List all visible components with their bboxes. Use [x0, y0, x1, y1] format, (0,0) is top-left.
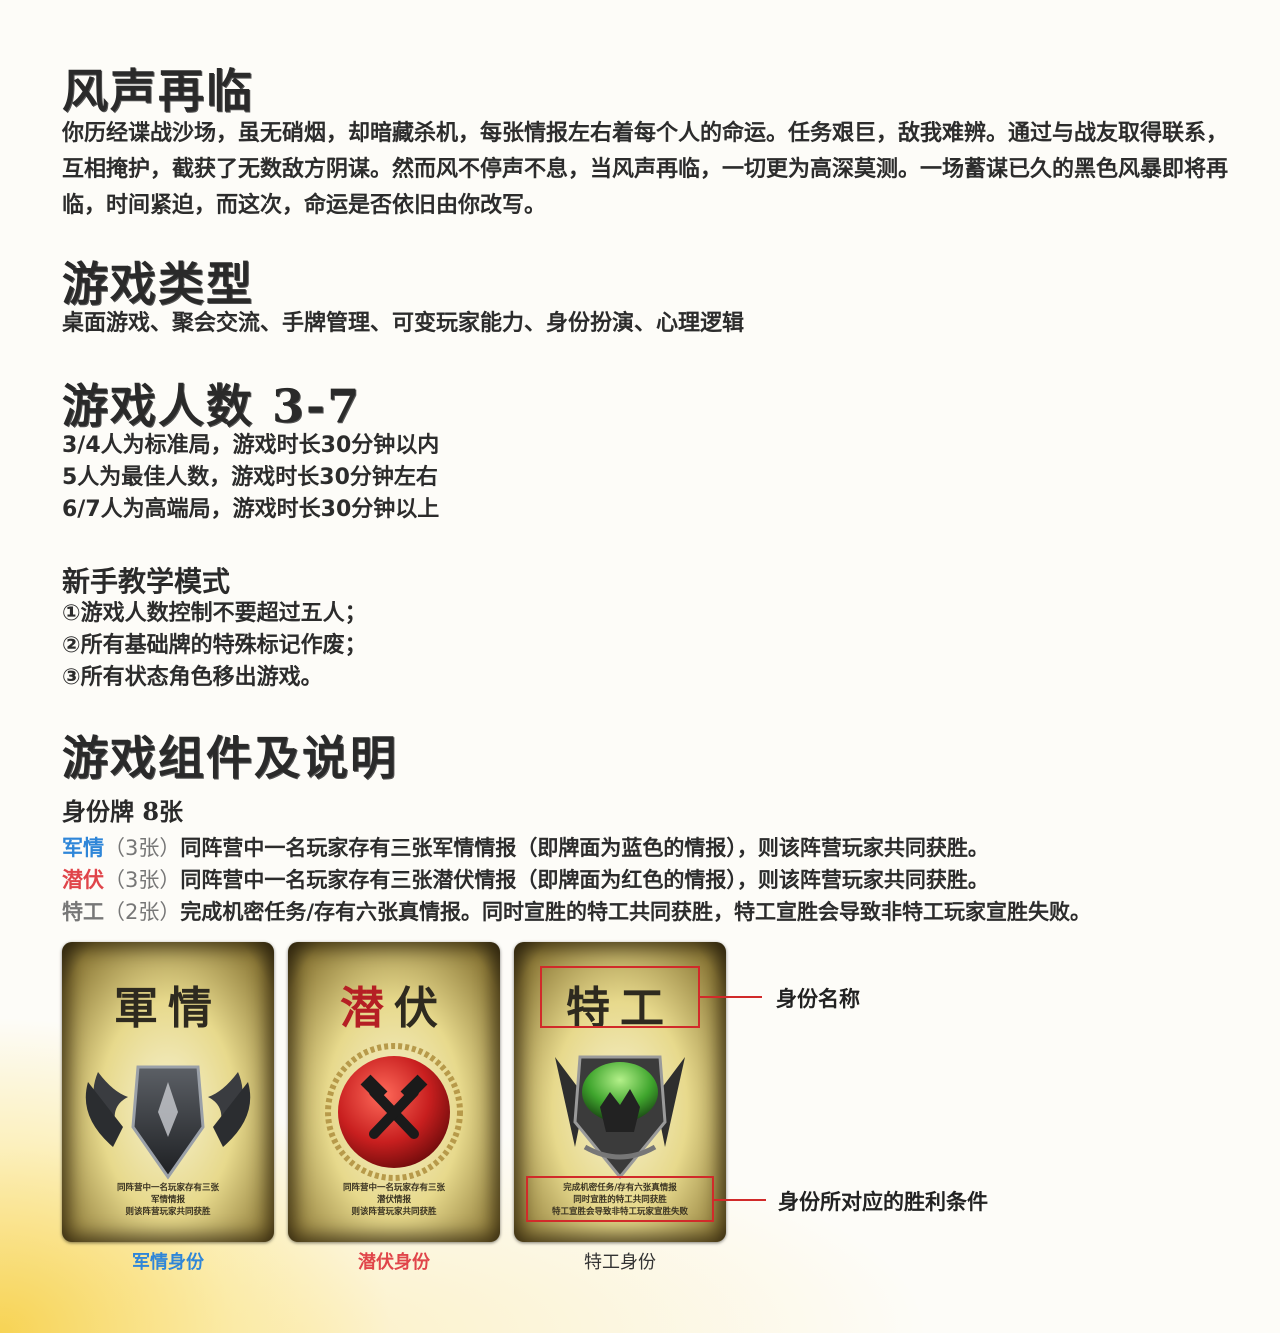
identity-card-agent: 特工 完成机密任务/存有六张真情报 同时宣胜的特工共同获胜 特工宣胜会导致非特工…: [514, 942, 726, 1242]
card-text-line: 同阵营中一名玩家存有三张: [342, 1183, 445, 1193]
card-victory-text: 同阵营中一名玩家存有三张 军情情报 则该阵营玩家共同获胜: [76, 1182, 260, 1218]
card-text-line: 同时宣胜的特工共同获胜: [573, 1195, 667, 1205]
winged-shield-emblem: [85, 1065, 251, 1180]
card-text-line: 则该阵营玩家共同获胜: [125, 1207, 211, 1217]
role-count: （2张）: [104, 900, 181, 924]
role-description: 特工（2张）完成机密任务/存有六张真情报。同时宣胜的特工共同获胜，特工宣胜会导致…: [62, 896, 1091, 928]
card-victory-text: 同阵营中一名玩家存有三张 潜伏情报 则该阵营玩家共同获胜: [302, 1182, 486, 1218]
name-annotation-label: 身份名称: [776, 987, 860, 1011]
identity-card-military: 軍情 同阵营中一名玩家存有三张 军情情报 则该阵营玩家共同获胜: [62, 942, 274, 1242]
card-title: 潜伏: [288, 972, 500, 1036]
role-desc: 同阵营中一名玩家存有三张潜伏情报（即牌面为红色的情报），则该阵营玩家共同获胜。: [180, 868, 989, 892]
role-count: （3张）: [104, 868, 181, 892]
tutorial-rule: ②所有基础牌的特殊标记作废；: [62, 633, 367, 658]
name-highlight-box: [540, 966, 700, 1028]
card-victory-text: 完成机密任务/存有六张真情报 同时宣胜的特工共同获胜 特工宣胜会导致非特工玩家宣…: [528, 1182, 712, 1218]
role-name: 军情: [62, 836, 104, 860]
name-annotation-line: [700, 996, 762, 998]
card-caption-agent: 特工身份: [584, 1252, 656, 1273]
role-description: 潜伏（3张）同阵营中一名玩家存有三张潜伏情报（即牌面为红色的情报），则该阵营玩家…: [62, 864, 989, 896]
card-title-text: 潜伏: [340, 983, 448, 1034]
card-title: 軍情: [114, 983, 222, 1034]
role-count: （3张）: [104, 836, 181, 860]
player-count-line: 5人为最佳人数，游戏时长30分钟左右: [62, 465, 438, 490]
condition-highlight-box: [526, 1176, 714, 1222]
card-text-line: 完成机密任务/存有六张真情报: [563, 1183, 677, 1193]
role-name: 特工: [62, 900, 104, 924]
card-text-line: 则该阵营玩家共同获胜: [351, 1207, 437, 1217]
card-text-line: 潜伏情报: [376, 1195, 411, 1205]
section-title-intro: 风声再临: [62, 64, 254, 118]
condition-annotation-label: 身份所对应的胜利条件: [778, 1190, 988, 1214]
player-count-line: 3/4人为标准局，游戏时长30分钟以内: [62, 433, 440, 458]
card-caption-undercover: 潜伏身份: [358, 1252, 430, 1273]
intro-paragraph: 你历经谍战沙场，虽无硝烟，却暗藏杀机，每张情报左右着每个人的命运。任务艰巨，敌我…: [62, 121, 1229, 218]
components-subtitle: 身份牌 8张: [62, 797, 184, 826]
section-title-game-type: 游戏类型: [62, 257, 254, 311]
tutorial-rule: ③所有状态角色移出游戏。: [62, 665, 323, 690]
green-shield-emblem: [555, 1055, 685, 1180]
player-count-line: 6/7人为高端局，游戏时长30分钟以上: [62, 497, 440, 522]
role-description: 军情（3张）同阵营中一名玩家存有三张军情情报（即牌面为蓝色的情报），则该阵营玩家…: [62, 832, 989, 864]
card-title: 特工: [566, 983, 674, 1034]
section-title-components: 游戏组件及说明: [62, 731, 398, 785]
card-text-line: 军情情报: [150, 1195, 185, 1205]
identity-card-undercover: 潜伏 同阵营中一名玩家存有三张 潜伏情报 则该阵营玩家共同获胜: [288, 942, 500, 1242]
role-desc: 同阵营中一名玩家存有三张军情情报（即牌面为蓝色的情报），则该阵营玩家共同获胜。: [180, 836, 989, 860]
hammer-medal-emblem: [325, 1043, 463, 1181]
card-caption-military: 军情身份: [132, 1252, 204, 1273]
role-desc: 完成机密任务/存有六张真情报。同时宣胜的特工共同获胜，特工宣胜会导致非特工玩家宣…: [180, 900, 1092, 924]
condition-annotation-line: [714, 1199, 766, 1201]
card-text-line: 特工宣胜会导致非特工玩家宣胜失败: [551, 1207, 688, 1217]
tutorial-rule: ①游戏人数控制不要超过五人；: [62, 601, 367, 626]
game-type-list: 桌面游戏、聚会交流、手牌管理、可变玩家能力、身份扮演、心理逻辑: [62, 311, 745, 336]
section-title-player-count: 游戏人数 3-7: [62, 379, 362, 433]
card-text-line: 同阵营中一名玩家存有三张: [116, 1183, 219, 1193]
section-title-tutorial: 新手教学模式: [62, 565, 231, 598]
role-name: 潜伏: [62, 868, 104, 892]
